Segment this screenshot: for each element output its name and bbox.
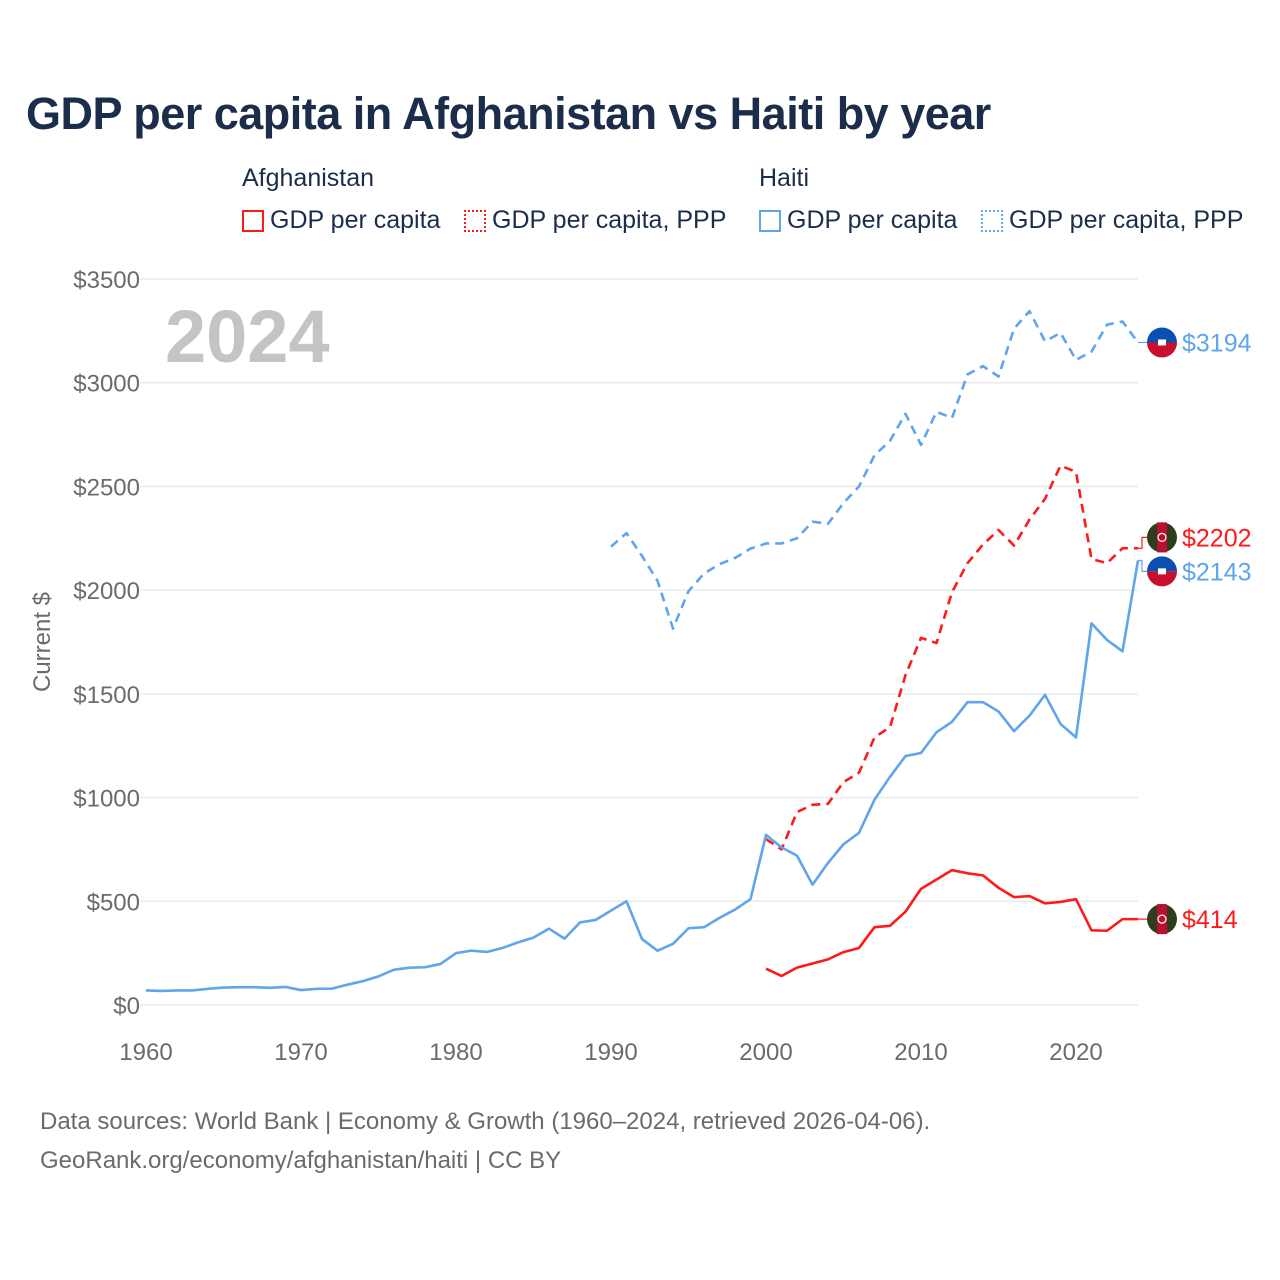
end-value-label: $2143 xyxy=(1182,558,1252,586)
legend-group-afghanistan: Afghanistan xyxy=(242,164,375,192)
flag-center xyxy=(1157,904,1167,935)
legend-group-haiti: Haiti xyxy=(759,164,810,192)
chart-title: GDP per capita in Afghanistan vs Haiti b… xyxy=(26,88,991,139)
y-tick-label: $1500 xyxy=(73,682,140,709)
flag-emblem xyxy=(1157,532,1167,542)
afghanistan-flag-icon xyxy=(1147,904,1177,935)
legend-item-haiti-ppp[interactable]: GDP per capita, PPP xyxy=(981,206,1243,235)
y-tick-label: $500 xyxy=(87,889,140,916)
haiti-flag-icon xyxy=(1147,556,1177,587)
legend-item-haiti-gdp[interactable]: GDP per capita xyxy=(759,206,957,235)
flag-top xyxy=(1147,556,1177,572)
y-tick-label: $2000 xyxy=(73,578,140,605)
y-tick-label: $3500 xyxy=(73,267,140,294)
legend-label: GDP per capita, PPP xyxy=(492,206,727,234)
series-line-afghanistan-gdp-per-capita xyxy=(765,868,1138,978)
legend-swatch-solid-icon xyxy=(759,209,781,232)
series-line-haiti-gdp-per-capita-ppp xyxy=(610,309,1140,630)
x-tick-label: 1970 xyxy=(274,1039,327,1066)
x-tick-label: 2000 xyxy=(739,1039,792,1066)
x-tick-label: 1960 xyxy=(119,1039,172,1066)
y-tick-label: $3000 xyxy=(73,371,140,398)
x-tick-label: 2020 xyxy=(1049,1039,1102,1066)
legend-label: GDP per capita xyxy=(787,206,958,234)
end-value-label: $2202 xyxy=(1182,524,1252,552)
x-tick-label: 1990 xyxy=(584,1039,637,1066)
end-value-label: $414 xyxy=(1182,906,1238,934)
y-axis-label: Current $ xyxy=(29,592,56,692)
x-tick-label: 2010 xyxy=(894,1039,947,1066)
legend-item-afghanistan-gdp[interactable]: GDP per capita xyxy=(242,206,440,235)
footer-link[interactable]: GeoRank.org/economy/afghanistan/haiti | … xyxy=(40,1147,562,1174)
end-value-label: $3194 xyxy=(1182,329,1252,357)
legend-swatch-dotted-icon xyxy=(981,209,1003,232)
series-line-haiti-gdp-per-capita xyxy=(145,560,1140,993)
y-tick-label: $1000 xyxy=(73,786,140,813)
y-tick-label: $0 xyxy=(113,993,140,1020)
x-tick-label: 1980 xyxy=(429,1039,482,1066)
year-watermark: 2024 xyxy=(165,295,330,378)
flag-bottom xyxy=(1147,571,1177,587)
series-line-afghanistan-gdp-per-capita-ppp xyxy=(765,464,1138,851)
flag-emblem xyxy=(1158,568,1166,575)
legend-label: GDP per capita xyxy=(270,206,441,234)
footer-sources: Data sources: World Bank | Economy & Gro… xyxy=(40,1108,931,1135)
end-connector xyxy=(1138,559,1148,572)
y-tick-label: $2500 xyxy=(73,474,140,501)
flag-emblem xyxy=(1157,914,1167,924)
flag-top xyxy=(1147,327,1177,343)
legend-swatch-solid-icon xyxy=(242,209,264,232)
haiti-flag-icon xyxy=(1147,327,1177,358)
legend-label: GDP per capita, PPP xyxy=(1009,206,1244,234)
legend-swatch-dotted-icon xyxy=(464,209,486,232)
end-connector xyxy=(1138,536,1148,549)
afghanistan-flag-icon xyxy=(1147,522,1177,553)
flag-bottom xyxy=(1147,342,1177,358)
flag-emblem xyxy=(1158,339,1166,346)
legend-item-afghanistan-ppp[interactable]: GDP per capita, PPP xyxy=(464,206,726,235)
flag-center xyxy=(1157,522,1167,553)
